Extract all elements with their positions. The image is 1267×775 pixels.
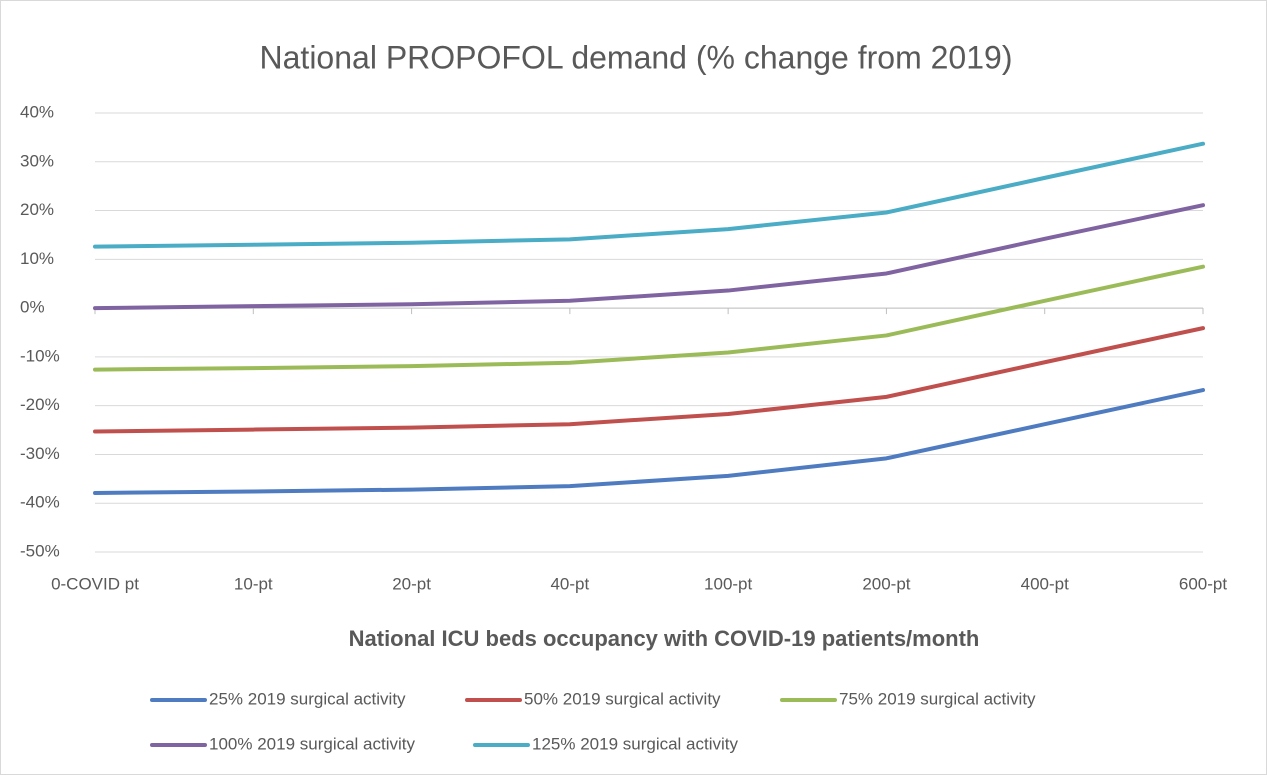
y-tick-label: -40% (20, 493, 60, 512)
legend-label: 100% 2019 surgical activity (209, 734, 416, 753)
series-line (93, 264, 1205, 372)
series-line (93, 203, 1205, 311)
x-tick-label: 100-pt (704, 574, 752, 593)
x-tick-label: 600-pt (1179, 574, 1227, 593)
series-line (93, 326, 1205, 434)
x-axis-title: National ICU beds occupancy with COVID-1… (349, 626, 980, 651)
legend-label: 50% 2019 surgical activity (524, 689, 721, 708)
y-tick-label: -30% (20, 444, 60, 463)
y-tick-label: -10% (20, 346, 60, 365)
y-tick-label: 40% (20, 102, 54, 121)
x-tick-label: 0-COVID pt (51, 574, 139, 593)
y-tick-label: -50% (20, 541, 60, 560)
x-tick-label: 10-pt (234, 574, 273, 593)
legend-label: 25% 2019 surgical activity (209, 689, 406, 708)
chart-title: National PROPOFOL demand (% change from … (260, 39, 1013, 75)
y-tick-label: -20% (20, 395, 60, 414)
y-tick-label: 30% (20, 151, 54, 170)
y-tick-label: 20% (20, 200, 54, 219)
series-line (93, 388, 1205, 495)
legend-label: 125% 2019 surgical activity (532, 734, 739, 753)
x-tick-label: 200-pt (862, 574, 910, 593)
y-tick-label: 0% (20, 298, 45, 317)
x-tick-label: 20-pt (392, 574, 431, 593)
x-tick-label: 40-pt (550, 574, 589, 593)
y-tick-label: 10% (20, 249, 54, 268)
series-line (93, 141, 1205, 249)
legend-label: 75% 2019 surgical activity (839, 689, 1036, 708)
x-tick-label: 400-pt (1021, 574, 1069, 593)
